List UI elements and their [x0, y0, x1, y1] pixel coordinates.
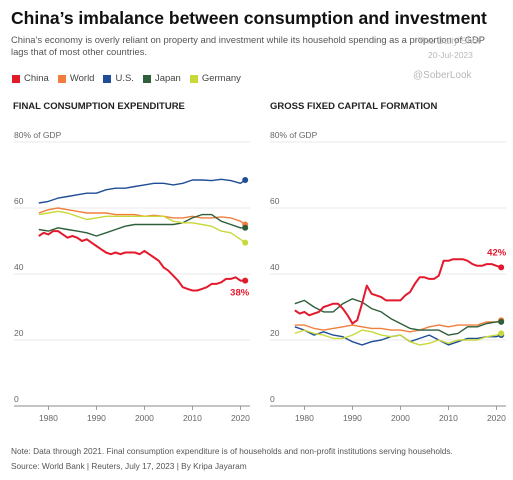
x-tick-label: 1990: [87, 413, 106, 423]
chart-panel-2: GROSS FIXED CAPITAL FORMATION 0 20 40 60 80% …: [270, 101, 507, 423]
y-tick-label: 20: [270, 328, 280, 338]
y-tick-label: 0: [270, 394, 275, 404]
series-line-japan: [38, 213, 246, 237]
y-tick-label: 40: [270, 262, 280, 272]
legend: China World U.S. Japan Germany: [12, 73, 241, 84]
watermark-name: The Daily Shot: [418, 36, 481, 47]
charts-area: FINAL CONSUMPTION EXPENDITURE 0 20 40 60 80% …: [13, 101, 507, 423]
source-line: Source: World Bank | Reuters, July 17, 2…: [11, 461, 247, 471]
chart-title: China’s imbalance between consumption an…: [11, 8, 487, 28]
watermark-handle: @SoberLook: [413, 70, 472, 81]
y-tick-label: 80% of GDP: [14, 130, 62, 140]
legend-label-world: World: [69, 73, 95, 84]
panel-title: GROSS FIXED CAPITAL FORMATION: [270, 101, 437, 112]
end-point-china: [242, 277, 249, 284]
legend-item-germany: Germany: [189, 73, 241, 84]
series-line-germany: [38, 210, 246, 244]
end-point-japan: [242, 224, 249, 231]
end-point-germany: [498, 330, 505, 337]
end-value-label: 38%: [230, 288, 250, 299]
x-tick-label: 2020: [231, 413, 250, 423]
end-point-u-s: [242, 176, 249, 183]
end-point-japan: [498, 318, 505, 325]
legend-item-china: China: [12, 73, 49, 84]
x-tick-label: 1990: [343, 413, 362, 423]
series-line-china: [38, 230, 246, 292]
end-value-label: 42%: [487, 247, 507, 258]
legend-label-japan: Japan: [154, 73, 181, 84]
legend-swatch-japan: [142, 74, 151, 83]
x-tick-label: 2020: [487, 413, 506, 423]
y-tick-label: 20: [14, 328, 24, 338]
end-point-china: [498, 264, 505, 271]
x-tick-label: 2000: [135, 413, 154, 423]
legend-label-china: China: [24, 73, 49, 84]
legend-swatch-world: [57, 74, 66, 83]
y-tick-label: 0: [14, 394, 19, 404]
legend-item-us: U.S.: [103, 73, 134, 84]
x-tick-label: 1980: [295, 413, 314, 423]
panel-title: FINAL CONSUMPTION EXPENDITURE: [13, 101, 185, 112]
x-tick-label: 2010: [183, 413, 202, 423]
end-point-germany: [242, 239, 249, 246]
series-line-u-s: [38, 178, 246, 204]
series-line-japan: [294, 298, 502, 336]
y-tick-label: 40: [14, 262, 24, 272]
legend-label-us: U.S.: [115, 73, 134, 84]
x-tick-label: 2000: [391, 413, 410, 423]
footnote: Note: Data through 2021. Final consumpti…: [11, 446, 453, 456]
series-line-china: [294, 258, 502, 325]
x-tick-label: 2010: [439, 413, 458, 423]
series-line-germany: [294, 329, 502, 346]
x-tick-label: 1980: [39, 413, 58, 423]
legend-swatch-us: [103, 74, 112, 83]
watermark-date: 20-Jul-2023: [428, 50, 473, 60]
y-tick-label: 60: [14, 196, 24, 206]
legend-swatch-china: [12, 74, 20, 83]
legend-item-japan: Japan: [142, 73, 181, 84]
chart-subtitle: China’s economy is overly reliant on pro…: [11, 34, 485, 57]
chart-panel-1: FINAL CONSUMPTION EXPENDITURE 0 20 40 60 80% …: [13, 101, 250, 423]
y-tick-label: 80% of GDP: [270, 130, 318, 140]
legend-swatch-germany: [189, 74, 198, 83]
legend-item-world: World: [57, 73, 95, 84]
legend-label-germany: Germany: [201, 73, 241, 84]
series-line-world: [294, 319, 502, 333]
y-tick-label: 60: [270, 196, 280, 206]
